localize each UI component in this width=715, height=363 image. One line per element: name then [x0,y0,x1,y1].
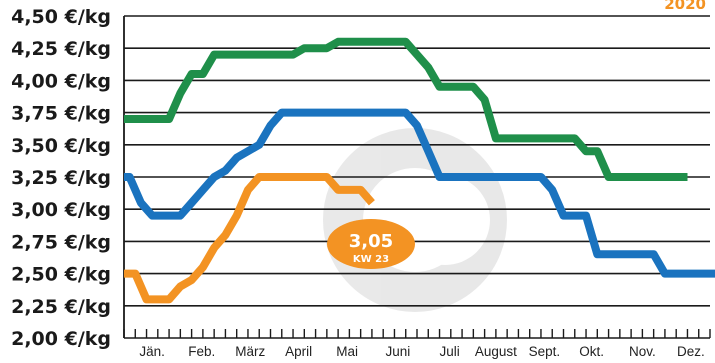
x-tick-label: Juni [385,344,410,359]
y-tick-label: 2,50 €/kg [11,264,111,286]
kw-badge-value: 3,05 [349,231,393,252]
x-tick-label: Nov. [629,344,656,359]
y-tick-label: 4,25 €/kg [11,38,111,60]
x-tick-label: März [235,344,265,359]
kw-badge: 3,05 KW 23 [327,219,415,269]
series-line-1 [124,37,688,181]
y-axis-ticks: 2,00 €/kg 2,25 €/kg 2,50 €/kg 2,75 €/kg 3,00… [11,6,111,350]
y-tick-label: 2,75 €/kg [11,231,111,253]
kw-badge-week: KW 23 [353,254,389,265]
x-tick-label: Sept. [529,344,561,359]
x-tick-label: Juli [440,344,460,359]
series-line-2 [124,108,715,278]
x-tick-label: Okt. [579,344,604,359]
y-tick-label: 4,00 €/kg [11,70,111,92]
year-label: 2020 [664,0,706,13]
x-tick-label: Dez. [677,344,705,359]
kw-badge-background [327,219,415,269]
y-tick-label: 3,75 €/kg [11,103,111,125]
y-tick-label: 3,00 €/kg [11,199,111,221]
y-tick-label: 3,50 €/kg [11,135,111,157]
watermark-logo [323,128,507,312]
series-lines [124,37,715,304]
y-tick-label: 4,50 €/kg [11,6,111,28]
y-tick-label: 3,25 €/kg [11,167,111,189]
y-tick-label: 2,25 €/kg [11,296,111,318]
x-tick-label: April [285,344,312,359]
x-tick-label: Jän. [139,344,165,359]
x-axis-ticks: Jän. Feb. März April Mai Juni Juli August Sept. O… [139,344,704,359]
y-tick-label: 2,00 €/kg [11,328,111,350]
grid-lines [124,15,710,339]
series-line-3 [124,173,375,304]
x-tick-label: Mai [336,344,358,359]
x-tick-label: Feb. [188,344,215,359]
x-tick-label: August [475,344,517,359]
